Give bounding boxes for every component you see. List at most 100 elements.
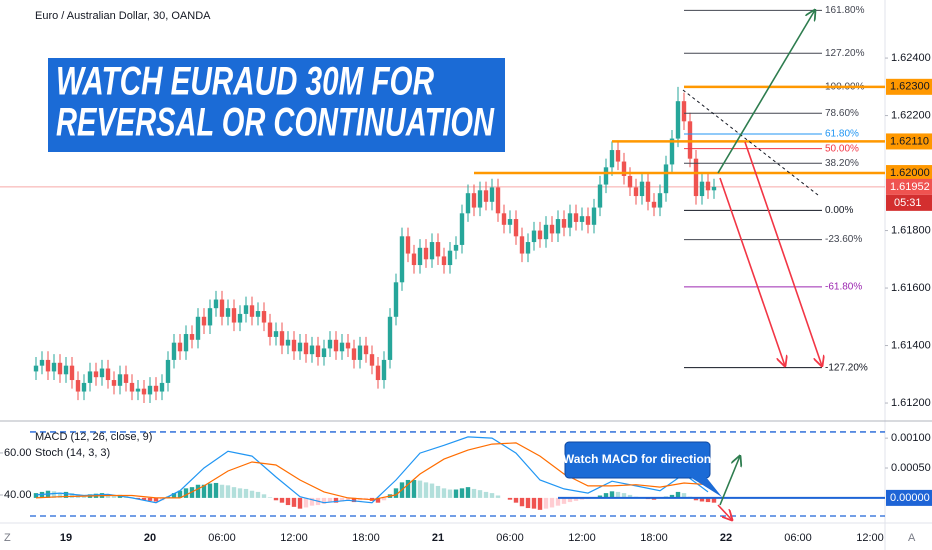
zero-label: 0.00000 xyxy=(890,492,930,504)
candle-body xyxy=(183,334,189,352)
histogram-bar xyxy=(309,497,315,506)
candle-body xyxy=(225,308,231,317)
y-tick-label: 0.00050 xyxy=(891,462,931,474)
candle-body xyxy=(573,213,579,222)
histogram-bar xyxy=(207,483,213,498)
histogram-bar xyxy=(327,497,333,503)
histogram-bar xyxy=(141,497,147,501)
histogram-bar xyxy=(297,497,303,509)
candle-body xyxy=(207,308,213,326)
candle-body xyxy=(321,348,327,358)
candle-body xyxy=(453,244,459,251)
histogram-bar xyxy=(711,497,717,503)
candle-body xyxy=(213,299,219,309)
candle-body xyxy=(657,193,663,208)
candle-body xyxy=(333,339,339,352)
histogram-bar xyxy=(69,493,75,498)
histogram-bar xyxy=(291,497,297,507)
candle-body xyxy=(591,207,597,225)
histogram-bar xyxy=(489,493,495,498)
candle-body xyxy=(585,216,591,225)
ui-icon[interactable]: Z xyxy=(4,532,11,544)
candle-body xyxy=(33,365,39,372)
candle-body xyxy=(129,382,135,392)
candle-body xyxy=(567,213,573,228)
indicator-line xyxy=(35,442,709,501)
level-label: 1.62110 xyxy=(890,135,929,147)
indicator-line xyxy=(35,436,709,504)
candle-body xyxy=(39,359,45,366)
level-label: 1.62000 xyxy=(890,167,930,179)
candle-body xyxy=(711,186,717,191)
candle-body xyxy=(525,242,531,254)
y-tick-label: 1.61600 xyxy=(891,282,931,294)
histogram-bar xyxy=(57,492,63,498)
symbol-title: Euro / Australian Dollar, 30, OANDA xyxy=(35,10,211,22)
histogram-bar xyxy=(105,494,111,498)
candle-body xyxy=(93,371,99,378)
x-tick-label: 06:00 xyxy=(784,532,812,544)
fib-label: 50.00% xyxy=(825,143,859,154)
arrow-up xyxy=(719,456,740,506)
x-tick-label: 18:00 xyxy=(640,532,668,544)
fib-label: 0.00% xyxy=(825,205,853,216)
histogram-bar xyxy=(273,497,279,501)
candle-body xyxy=(141,388,147,395)
fib-label: -23.60% xyxy=(825,234,862,245)
histogram-bar xyxy=(321,497,327,504)
level-box xyxy=(886,78,932,95)
histogram-bar xyxy=(543,497,549,509)
callout-pointer xyxy=(690,477,722,497)
candle-body xyxy=(549,224,555,234)
stoch-tick-label: 60.00 xyxy=(4,447,32,459)
arrow-down xyxy=(719,177,785,366)
candle-body xyxy=(621,161,627,176)
trend-line xyxy=(682,89,819,196)
candle-body xyxy=(135,388,141,392)
histogram-bar xyxy=(531,497,537,509)
histogram-bar xyxy=(33,493,39,498)
candle-body xyxy=(99,368,105,378)
histogram-bar xyxy=(699,497,705,502)
fib-label: 38.20% xyxy=(825,158,859,169)
candle-body xyxy=(363,345,369,355)
histogram-bar xyxy=(177,490,183,498)
candle-body xyxy=(297,342,303,352)
candle-body xyxy=(327,339,333,349)
arrow-down xyxy=(744,141,822,366)
candle-body xyxy=(477,190,483,208)
histogram-bar xyxy=(537,497,543,510)
y-tick-label: 1.61400 xyxy=(891,339,931,351)
candle-body xyxy=(63,365,69,375)
fib-label: -127.20% xyxy=(825,362,868,373)
candle-body xyxy=(171,342,177,360)
level-box xyxy=(886,133,932,150)
histogram-bar xyxy=(219,484,225,498)
histogram-bar xyxy=(339,497,345,502)
histogram-bar xyxy=(195,484,201,498)
y-tick-label: 0.00100 xyxy=(891,432,931,444)
candle-body xyxy=(279,331,285,346)
histogram-bar xyxy=(567,497,573,503)
indicator-label: MACD (12, 26, close, 9) xyxy=(35,431,152,443)
candle-body xyxy=(75,380,81,392)
y-tick-label: 1.62400 xyxy=(891,52,931,64)
histogram-bar xyxy=(507,497,513,500)
histogram-bar xyxy=(561,497,567,504)
candle-body xyxy=(579,216,585,222)
candle-body xyxy=(669,138,675,165)
candle-body xyxy=(471,193,477,208)
candle-body xyxy=(231,308,237,323)
candle-body xyxy=(249,305,255,317)
histogram-bar xyxy=(201,484,207,498)
callout-box xyxy=(564,441,711,479)
histogram-bar xyxy=(255,491,261,498)
callout-text: Watch MACD for direction xyxy=(563,452,711,466)
candle-body xyxy=(267,322,273,337)
histogram-bar xyxy=(423,482,429,498)
ui-icon[interactable]: A xyxy=(908,532,916,544)
candle-body xyxy=(633,187,639,197)
candle-body xyxy=(117,374,123,386)
candle-body xyxy=(165,359,171,383)
